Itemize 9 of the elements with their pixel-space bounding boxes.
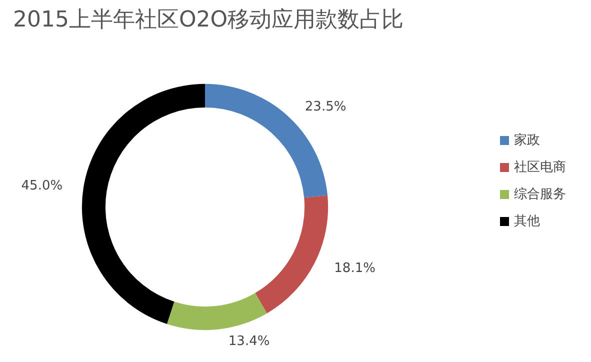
chart-title: 2015上半年社区O2O移动应用款数占比 xyxy=(13,8,404,32)
legend-label: 社区电商 xyxy=(514,160,566,175)
data-label: 18.1% xyxy=(334,261,376,276)
legend-label: 家政 xyxy=(514,132,540,148)
legend-label: 其他 xyxy=(514,214,540,229)
data-label: 45.0% xyxy=(21,178,63,194)
data-label: 23.5% xyxy=(304,100,346,115)
data-label: 13.4% xyxy=(228,334,270,349)
legend-label: 综合服务 xyxy=(514,187,566,202)
